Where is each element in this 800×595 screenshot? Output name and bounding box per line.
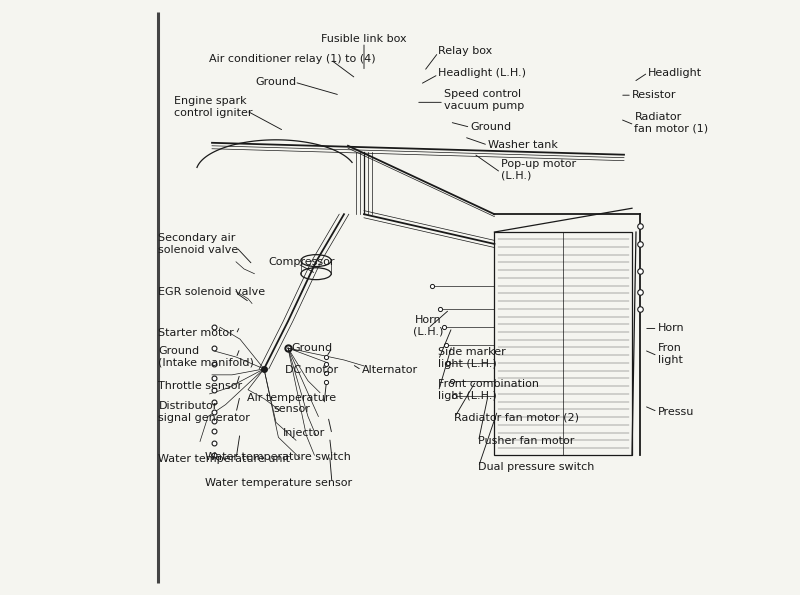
Text: Ground: Ground bbox=[470, 123, 511, 132]
Text: DC motor: DC motor bbox=[286, 365, 338, 375]
Text: Water temperature sensor: Water temperature sensor bbox=[205, 478, 352, 488]
Text: Ground: Ground bbox=[291, 343, 333, 353]
Text: Fusible link box: Fusible link box bbox=[321, 34, 407, 43]
Text: Washer tank: Washer tank bbox=[488, 140, 558, 150]
Bar bbox=[494, 232, 632, 455]
Text: Secondary air
solenoid valve: Secondary air solenoid valve bbox=[158, 233, 238, 255]
Text: Fron
light: Fron light bbox=[658, 343, 682, 365]
Text: Radiator
fan motor (1): Radiator fan motor (1) bbox=[634, 112, 709, 134]
Text: EGR solenoid valve: EGR solenoid valve bbox=[158, 287, 266, 296]
Text: Headlight (L.H.): Headlight (L.H.) bbox=[438, 68, 526, 77]
Text: Alternator: Alternator bbox=[362, 365, 418, 375]
Text: Dual pressure switch: Dual pressure switch bbox=[478, 462, 594, 472]
Text: Side marker
light (L.H.): Side marker light (L.H.) bbox=[438, 347, 506, 369]
Text: Pressu: Pressu bbox=[658, 407, 694, 416]
Text: Air temperature
sensor: Air temperature sensor bbox=[247, 393, 337, 414]
Text: Injector: Injector bbox=[283, 428, 325, 438]
Text: Starter motor: Starter motor bbox=[158, 328, 234, 338]
Text: Air conditioner relay (1) to (4): Air conditioner relay (1) to (4) bbox=[209, 55, 375, 64]
Text: Headlight: Headlight bbox=[648, 68, 702, 77]
Text: Ground: Ground bbox=[255, 77, 297, 87]
Text: Pusher fan motor: Pusher fan motor bbox=[478, 437, 574, 446]
Text: Horn
(L.H.): Horn (L.H.) bbox=[413, 315, 443, 337]
Text: Water temperature unit: Water temperature unit bbox=[158, 455, 290, 464]
Text: Ground
(Intake manifold): Ground (Intake manifold) bbox=[158, 346, 254, 368]
Text: Compressor: Compressor bbox=[268, 257, 334, 267]
Text: Engine spark
control igniter: Engine spark control igniter bbox=[174, 96, 253, 118]
Text: Radiator fan motor (2): Radiator fan motor (2) bbox=[454, 413, 579, 422]
Text: Resistor: Resistor bbox=[632, 90, 677, 100]
Text: Horn: Horn bbox=[658, 324, 684, 333]
Text: Speed control
vacuum pump: Speed control vacuum pump bbox=[444, 89, 524, 111]
Text: Relay box: Relay box bbox=[438, 46, 493, 55]
Text: Throttle sensor: Throttle sensor bbox=[158, 381, 242, 390]
Text: Distributor
signal generator: Distributor signal generator bbox=[158, 401, 250, 422]
Text: Pop-up motor
(L.H.): Pop-up motor (L.H.) bbox=[501, 159, 576, 181]
Text: Water temperature switch: Water temperature switch bbox=[206, 452, 351, 462]
Text: Front combination
light (L.H.): Front combination light (L.H.) bbox=[438, 379, 539, 400]
